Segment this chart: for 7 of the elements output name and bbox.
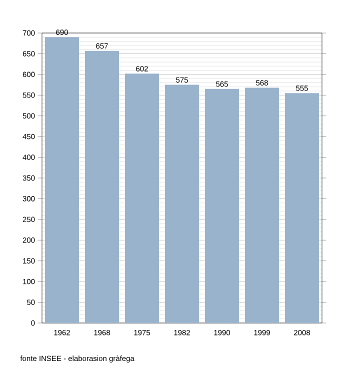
bar xyxy=(244,88,279,323)
bar xyxy=(45,37,79,323)
bar xyxy=(164,84,199,323)
bar xyxy=(85,50,119,323)
bar xyxy=(284,93,319,323)
bar xyxy=(204,88,239,323)
bar xyxy=(124,74,159,323)
